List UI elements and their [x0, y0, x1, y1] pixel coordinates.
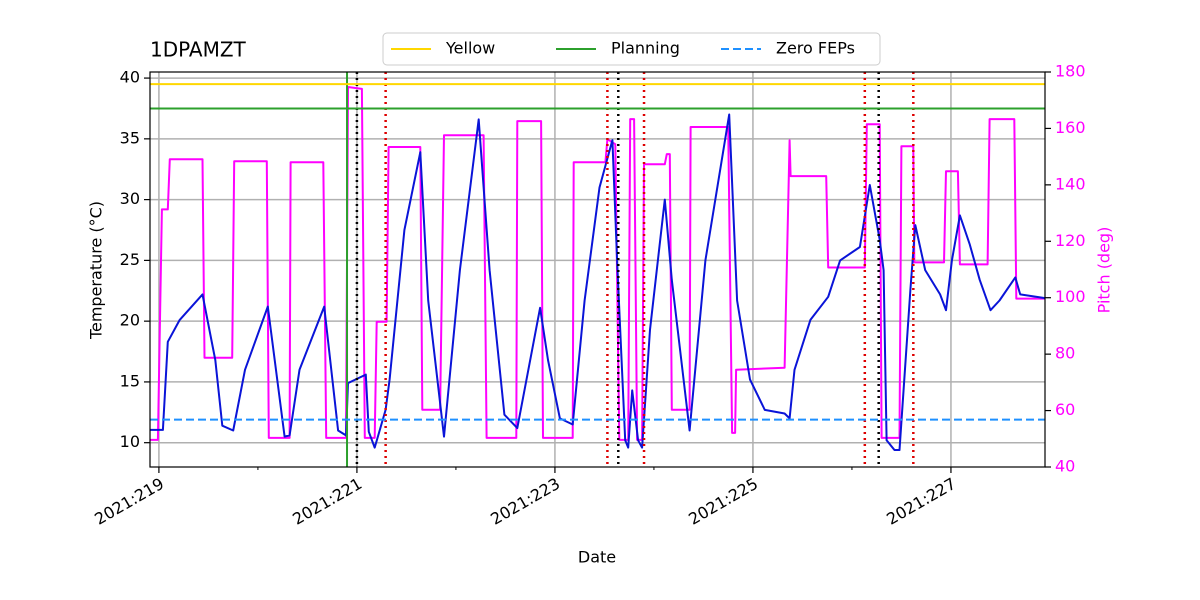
y2-tick-label: 120 [1055, 231, 1086, 250]
x-axis-label: Date [578, 548, 616, 567]
y-tick-label: 35 [120, 128, 140, 147]
legend-label: Planning [611, 39, 680, 58]
y-tick-label: 10 [120, 432, 140, 451]
y-tick-label: 25 [120, 250, 140, 269]
chart-title: 1DPAMZT [150, 38, 247, 62]
x-tick-label: 2021:225 [685, 474, 761, 529]
y-axis-label: Temperature (°C) [87, 201, 106, 340]
y2-tick-label: 160 [1055, 118, 1086, 137]
y2-tick-label: 140 [1055, 174, 1086, 193]
data-line [150, 86, 1045, 441]
x-tick-label: 2021:223 [487, 474, 563, 529]
x-tick-label: 2021:227 [883, 474, 959, 529]
y-tick-label: 15 [120, 371, 140, 390]
x-tick-label: 2021:219 [91, 474, 167, 529]
data-line [150, 113, 1046, 451]
y-tick-label: 30 [120, 189, 140, 208]
y-tick-label: 40 [120, 68, 140, 87]
y2-axis-label: Pitch (deg) [1095, 227, 1114, 314]
x-tick-label: 2021:221 [289, 474, 365, 529]
legend-box [382, 32, 881, 66]
y2-tick-label: 80 [1055, 344, 1075, 363]
y2-tick-label: 60 [1055, 400, 1075, 419]
y2-tick-label: 180 [1055, 62, 1086, 81]
legend-label: Yellow [445, 39, 495, 58]
legend-label: Zero FEPs [776, 39, 855, 58]
y2-tick-label: 100 [1055, 287, 1086, 306]
y-tick-label: 20 [120, 311, 140, 330]
plot-frame [149, 71, 1046, 468]
y2-tick-label: 40 [1055, 457, 1075, 476]
